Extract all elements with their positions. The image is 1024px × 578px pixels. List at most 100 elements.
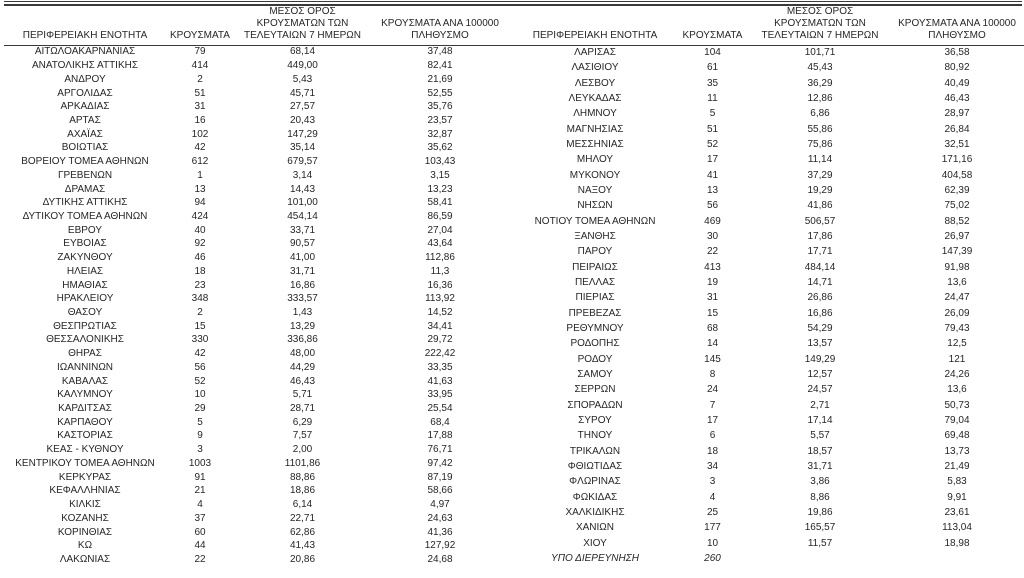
avg-7day-cell: 31,71 (289, 265, 316, 277)
cases-cell: 5 (709, 108, 716, 120)
cases-cell: 56 (706, 200, 719, 212)
region-name-cell: ΜΥΚΟΝΟΥ (569, 169, 621, 181)
avg-7day-cell: 484,14 (804, 261, 836, 273)
avg-7day-cell: 16,86 (807, 307, 833, 319)
per-100k-cell: 37,48 (427, 46, 453, 58)
per-100k-cell: 5,83 (947, 476, 967, 488)
avg-7day-cell: 147,29 (287, 128, 318, 140)
avg-7day-cell: 101,00 (287, 197, 318, 209)
per-100k-cell: 36,58 (944, 47, 970, 59)
table-row: ΣΑΜΟΥ 8 12,57 24,26 (515, 367, 1024, 382)
table-row: ΚΩ 44 41,43 127,92 (0, 539, 505, 553)
table-row: ΚΕΦΑΛΛΗΝΙΑΣ 21 18,86 58,66 (0, 484, 505, 498)
region-name-cell: ΑΙΤΩΛΟΑΚΑΡΝΑΝΙΑΣ (34, 46, 136, 58)
region-name-cell: ΔΥΤΙΚΗΣ ΑΤΤΙΚΗΣ (42, 197, 128, 209)
region-name-cell: ΜΗΛΟΥ (576, 154, 614, 166)
top-rule-thick (4, 4, 1022, 6)
region-name-cell: ΙΩΑΝΝΙΝΩΝ (56, 361, 114, 373)
table-row: ΠΑΡΟΥ 22 17,71 147,39 (515, 244, 1024, 259)
table-row: ΔΥΤΙΚΗΣ ΑΤΤΙΚΗΣ 94 101,00 58,41 (0, 196, 505, 210)
table-row: ΝΟΤΙΟΥ ΤΟΜΕΑ ΑΘΗΝΩΝ 469 506,57 88,52 (515, 214, 1024, 229)
table-row: ΚΕΝΤΡΙΚΟΥ ΤΟΜΕΑ ΑΘΗΝΩΝ 1003 1101,86 97,42 (0, 457, 505, 471)
avg-7day-cell: 31,71 (807, 461, 833, 473)
per-100k-cell: 24,63 (427, 512, 453, 524)
cases-cell: 145 (704, 353, 721, 365)
region-name-cell: ΛΕΣΒΟΥ (574, 77, 616, 89)
region-name-cell: ΠΕΙΡΑΙΩΣ (572, 261, 618, 273)
region-name-cell: ΒΟΡΕΙΟΥ ΤΟΜΕΑ ΑΘΗΝΩΝ (21, 156, 149, 168)
cases-cell: 2 (197, 307, 203, 319)
per-100k-cell: 17,88 (427, 430, 453, 442)
table-row: ΚΑΣΤΟΡΙΑΣ 9 7,57 17,88 (0, 429, 505, 443)
cases-cell: 414 (191, 60, 209, 72)
region-name-cell: ΚΑΡΔΙΤΣΑΣ (58, 403, 112, 415)
table-row: ΜΕΣΣΗΝΙΑΣ 52 75,86 32,51 (515, 137, 1024, 152)
cases-cell: 10 (706, 537, 719, 549)
table-row: ΒΟΙΩΤΙΑΣ 42 35,14 35,62 (0, 141, 505, 155)
avg-7day-cell: 14,71 (807, 277, 833, 289)
per-100k-cell: 12,5 (947, 338, 967, 350)
per-100k-cell: 33,95 (427, 389, 453, 401)
region-name-cell: ΝΟΤΙΟΥ ΤΟΜΕΑ ΑΘΗΝΩΝ (534, 215, 656, 227)
header-line: ΚΡΟΥΣΜΑΤΑ (682, 30, 743, 41)
cases-cell: 3 (197, 444, 203, 456)
table-row: ΠΡΕΒΕΖΑΣ 15 16,86 26,09 (515, 306, 1024, 321)
per-100k-cell: 171,16 (941, 154, 973, 166)
avg-7day-cell: 22,71 (289, 512, 316, 524)
cases-cell: 102 (191, 128, 209, 140)
avg-7day-cell: 36,29 (807, 77, 833, 89)
region-name-cell: ΔΡΑΜΑΣ (64, 183, 106, 195)
col-header-region: ΠΕΡΙΦΕΡΕΙΑΚΗ ΕΝΟΤΗΤΑ (515, 6, 675, 45)
cases-cell: 42 (194, 348, 206, 360)
table-row: ΝΑΞΟΥ 13 19,29 62,39 (515, 183, 1024, 198)
per-100k-cell: 121 (948, 353, 966, 365)
region-name-cell: ΓΡΕΒΕΝΩΝ (57, 169, 113, 181)
cases-cell: 11 (707, 93, 718, 105)
avg-7day-cell: 506,57 (804, 215, 836, 227)
avg-7day-cell: 18,57 (807, 445, 833, 457)
table-row: ΛΗΜΝΟΥ 5 6,86 28,97 (515, 106, 1024, 121)
region-name-cell: ΠΕΛΛΑΣ (574, 277, 616, 289)
region-name-cell: ΠΑΡΟΥ (577, 246, 613, 258)
cases-cell: 91 (194, 471, 206, 483)
cases-cell: 16 (194, 114, 206, 126)
per-100k-cell: 28,97 (944, 108, 970, 120)
avg-7day-cell: 2,71 (810, 399, 830, 411)
region-name-cell: ΦΩΚΙΔΑΣ (572, 491, 618, 503)
cases-cell: 104 (704, 47, 721, 59)
per-100k-cell: 3,15 (430, 169, 450, 181)
cases-cell: 17 (706, 415, 719, 427)
table-row: ΑΡΤΑΣ 16 20,43 23,57 (0, 114, 505, 128)
table-row: ΛΑΣΙΘΙΟΥ 61 45,43 80,92 (515, 60, 1024, 75)
region-name-cell: ΚΕΦΑΛΛΗΝΙΑΣ (49, 485, 121, 497)
region-name-cell: ΠΙΕΡΙΑΣ (575, 292, 615, 304)
region-name-cell: ΘΕΣΠΡΩΤΙΑΣ (53, 320, 117, 332)
avg-7day-cell: 48,00 (289, 348, 316, 360)
region-name-cell: ΚΙΛΚΙΣ (69, 499, 101, 511)
table-row: ΛΕΥΚΑΔΑΣ 11 12,86 46,43 (515, 91, 1024, 106)
header-line: ΚΡΟΥΣΜΑΤΑ ΑΝΑ 100000 (898, 18, 1016, 29)
cases-cell: 94 (194, 197, 206, 209)
per-100k-cell: 87,19 (427, 471, 453, 483)
table-row: ΧΑΛΚΙΔΙΚΗΣ 25 19,86 23,61 (515, 505, 1024, 520)
cases-cell: 79 (194, 46, 206, 58)
cases-cell: 1 (197, 169, 203, 181)
avg-7day-cell: 17,86 (807, 231, 833, 243)
cases-cell: 13 (194, 183, 206, 195)
col-header-per-100k: ΚΡΟΥΣΜΑΤΑ ΑΝΑ 100000 ΠΛΗΘΥΣΜΟ (375, 6, 505, 45)
region-name-cell: ΔΥΤΙΚΟΥ ΤΟΜΕΑ ΑΘΗΝΩΝ (22, 210, 148, 222)
cases-cell: 40 (194, 224, 206, 236)
cases-cell: 24 (706, 384, 719, 396)
region-name-cell: ΡΟΔΟΥ (577, 353, 613, 365)
region-name-cell: ΝΗΣΩΝ (577, 200, 613, 212)
per-100k-cell: 86,59 (427, 210, 453, 222)
avg-7day-cell: 17,14 (807, 415, 833, 427)
avg-7day-cell: 17,71 (807, 246, 833, 258)
cases-cell: 51 (706, 123, 719, 135)
cases-cell: 46 (194, 252, 206, 264)
per-100k-cell: 24,68 (427, 553, 453, 565)
avg-7day-cell: 55,86 (807, 123, 833, 135)
header-row: ΠΕΡΙΦΕΡΕΙΑΚΗ ΕΝΟΤΗΤΑ ΚΡΟΥΣΜΑΤΑ ΜΕΣΟΣ ΟΡΟ… (515, 6, 1024, 45)
region-name-cell: ΣΑΜΟΥ (577, 369, 613, 381)
per-100k-cell: 88,52 (944, 215, 970, 227)
